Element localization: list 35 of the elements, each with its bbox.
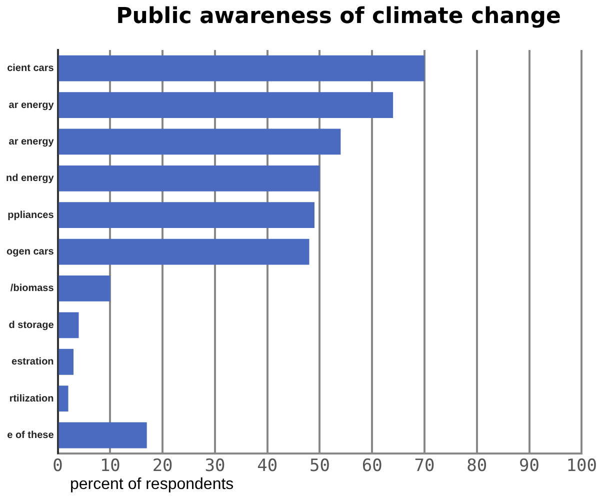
y-tick-label: ar energy [8,136,54,148]
x-tick-label: 30 [204,456,226,476]
bar [58,238,310,265]
y-tick-label: nd energy [6,173,54,184]
x-tick-label: 60 [362,456,382,476]
x-tick-label: 40 [257,456,278,476]
chart-title: Public awareness of climate change [115,4,562,29]
bar [58,422,147,448]
bar [58,92,394,118]
x-tick-label: 100 [566,456,598,476]
y-tick-label: ppliances [8,210,54,221]
x-axis-title: percent of respondents [70,476,234,494]
y-tick-label: ar energy [8,100,54,111]
bar [58,55,424,82]
x-tick-label: 90 [519,456,540,476]
x-tick-label: 70 [414,456,435,476]
bar [58,348,74,375]
bar [58,165,320,192]
bar [58,386,68,412]
bar [58,276,110,302]
bar [58,312,79,338]
x-tick-label: 50 [309,456,330,476]
y-tick-label: estration [12,356,54,368]
x-tick-label: 80 [466,456,488,476]
y-tick-label: ogen cars [6,246,54,258]
x-tick-label: 20 [152,456,173,476]
y-tick-label: rtilization [9,393,54,404]
bar [58,202,314,228]
x-tick-label: 10 [100,456,120,476]
y-tick-label: e of these [7,430,54,442]
y-tick-label: d storage [8,320,54,331]
y-tick-label: cient cars [7,63,54,74]
x-tick-label: 0 [52,456,63,476]
y-tick-label: /biomass [10,283,54,294]
bar [58,128,341,155]
